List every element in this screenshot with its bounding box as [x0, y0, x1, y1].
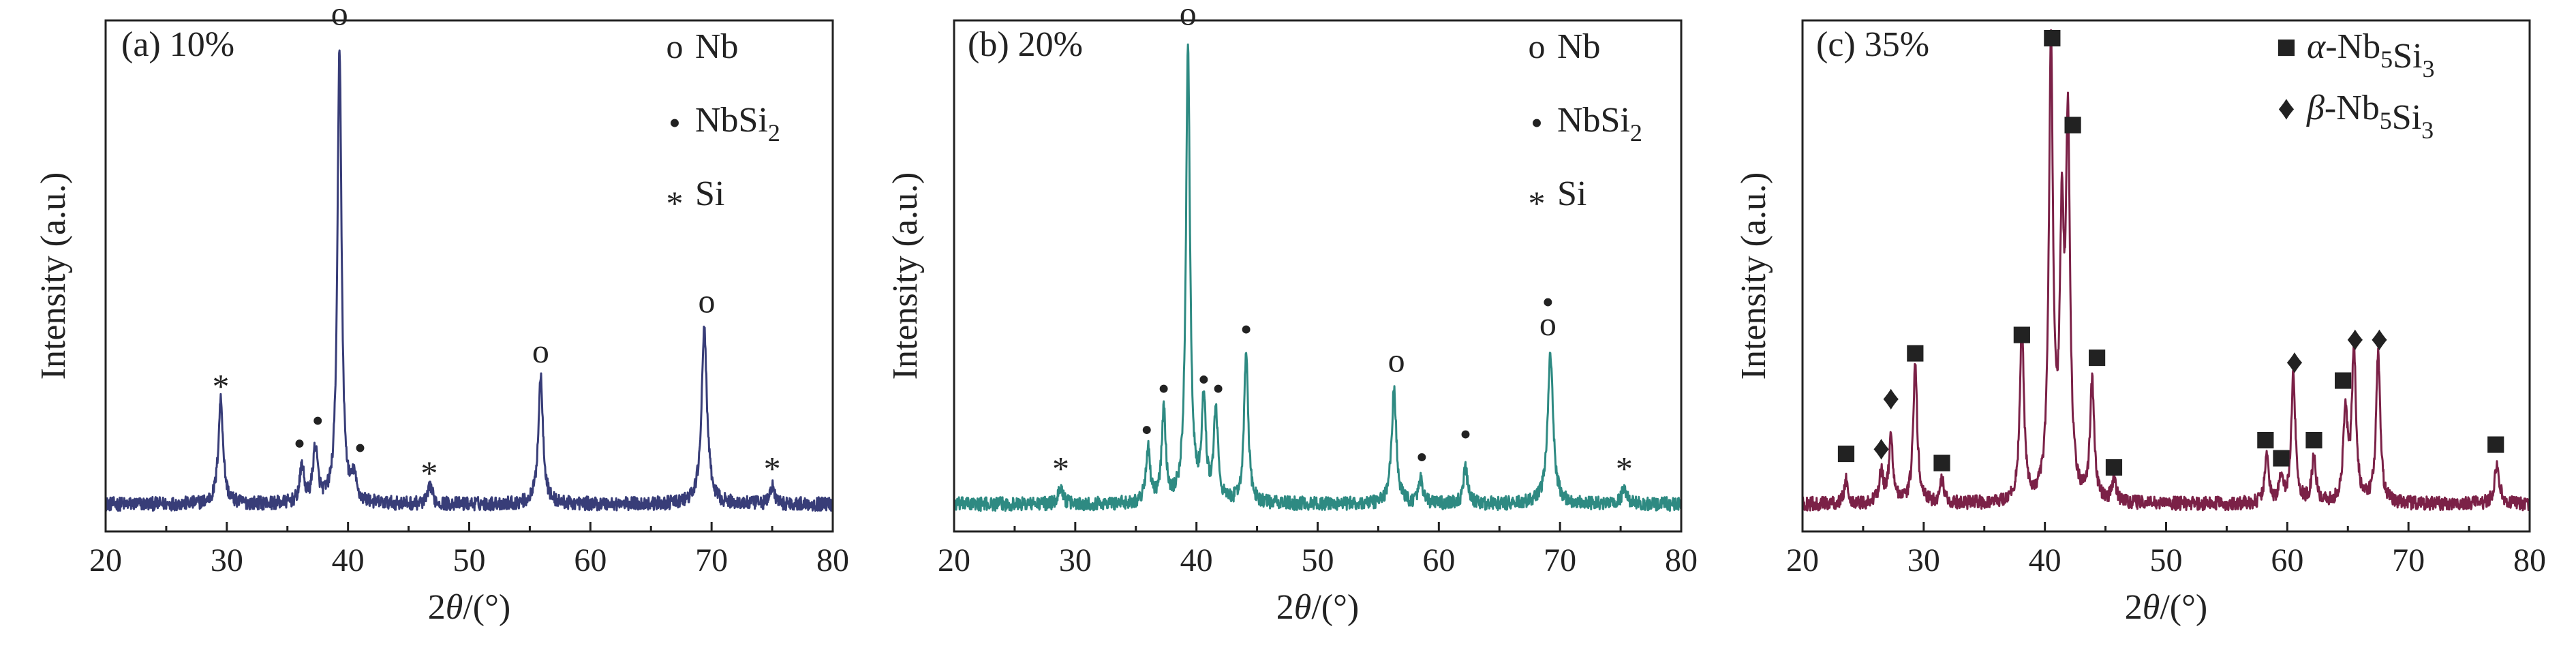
x-tick-label: 40	[332, 542, 365, 578]
x-tick-label: 80	[2513, 542, 2546, 578]
peak-marker: ■	[2104, 447, 2124, 485]
peak-marker: o	[1539, 305, 1557, 343]
x-tick-label: 20	[89, 542, 122, 578]
peak-marker: o	[699, 282, 716, 320]
x-tick-label: 30	[1059, 542, 1092, 578]
legend-label: α-Nb5Si3	[2307, 27, 2435, 82]
y-axis-label: Intensity (a.u.)	[886, 172, 925, 380]
panel-2: 20 30 40 50 60 70 80 2θ/(°) Intensity (a.u.) (b) …	[886, 0, 1698, 627]
x-tick-label: 80	[816, 542, 849, 578]
y-axis-label: Intensity (a.u.)	[1734, 172, 1773, 380]
peak-marker: o	[532, 332, 549, 370]
legend-label: β-Nb5Si3	[2306, 89, 2434, 144]
peak-marker: *	[764, 449, 781, 487]
peak-marker: o	[1388, 341, 1405, 380]
legend: ■ α-Nb5Si3 ♦ β-Nb5Si3	[2276, 27, 2435, 144]
x-tick-label: 20	[938, 542, 970, 578]
x-tick-label: 30	[1907, 542, 1940, 578]
x-tick-label: 70	[2392, 542, 2425, 578]
panel-3: 20 30 40 50 60 70 80 2θ/(°) Intensity (a.u.) (c) …	[1734, 18, 2546, 627]
x-axis-label: 2θ/(°)	[2125, 588, 2207, 627]
x-tick-label: 50	[1302, 542, 1334, 578]
panel-label: (c) 35%	[1816, 25, 1929, 64]
x-axis-label: 2θ/(°)	[1276, 588, 1359, 627]
legend-symbol: •	[669, 104, 681, 142]
legend-symbol: ■	[2276, 27, 2297, 65]
x-tick-label: 80	[1665, 542, 1698, 578]
x-tick-label: 60	[574, 542, 607, 578]
y-axis-label: Intensity (a.u.)	[34, 172, 73, 380]
peak-marker: *	[420, 454, 438, 492]
peak-marker: •	[1542, 283, 1554, 321]
peak-marker: ♦	[1873, 429, 1890, 467]
x-tick-label: 70	[695, 542, 728, 578]
x-tick-label: 60	[1422, 542, 1455, 578]
legend-symbol: o	[666, 27, 684, 65]
xrd-trace	[1801, 29, 2531, 512]
x-tick-label: 30	[211, 542, 243, 578]
panel-1: 20 30 40 50 60 70 80 2θ/(°) Intensity (a.u.) (a) …	[34, 0, 849, 627]
peak-marker: *	[1052, 449, 1069, 487]
xrd-trace	[105, 49, 834, 512]
peak-marker: •	[1158, 369, 1170, 407]
legend-symbol: o	[1529, 27, 1546, 65]
peak-marker: •	[311, 401, 324, 439]
legend-label: NbSi2	[695, 101, 780, 146]
peak-marker: ■	[2062, 105, 2083, 143]
xrd-trace	[953, 43, 1683, 512]
panel-label: (b) 20%	[968, 25, 1083, 64]
peak-marker: ■	[2303, 420, 2324, 458]
x-tick-label: 50	[453, 542, 486, 578]
peak-marker: ■	[2485, 424, 2506, 463]
peak-marker: ■	[1836, 433, 1856, 471]
x-tick-label: 60	[2271, 542, 2303, 578]
peak-marker: •	[1460, 415, 1472, 453]
peak-marker: •	[294, 424, 306, 463]
peak-marker: ■	[2271, 438, 2291, 476]
x-tick-label: 50	[2150, 542, 2183, 578]
peak-marker: ♦	[2346, 319, 2364, 357]
legend: o Nb • NbSi2 * Si	[666, 27, 780, 222]
panel-label: (a) 10%	[121, 25, 234, 64]
peak-marker: •	[354, 429, 367, 467]
peak-marker: ■	[2042, 18, 2062, 56]
legend-label: Si	[695, 174, 724, 213]
x-tick-label: 40	[1180, 542, 1213, 578]
legend: o Nb • NbSi2 * Si	[1529, 27, 1642, 222]
axes-frame	[104, 19, 834, 533]
x-tick-label: 20	[1786, 542, 1819, 578]
legend-label: NbSi2	[1557, 101, 1642, 146]
peak-marker: ♦	[2371, 319, 2389, 357]
peak-marker: ■	[2087, 337, 2107, 375]
peak-marker: ■	[2333, 360, 2353, 399]
peak-marker: •	[1416, 438, 1428, 476]
peak-marker: ■	[2012, 315, 2032, 353]
peak-marker: •	[1141, 410, 1153, 448]
peak-marker: ♦	[2286, 342, 2303, 380]
peak-marker: ■	[2255, 420, 2275, 458]
peak-marker: *	[1616, 449, 1633, 487]
peak-marker: •	[1212, 369, 1225, 407]
peak-marker: •	[1198, 360, 1210, 399]
peak-marker: ■	[1931, 442, 1952, 480]
peak-marker: ♦	[1882, 379, 1900, 417]
legend-symbol: *	[666, 184, 684, 222]
legend-label: Nb	[1557, 27, 1601, 66]
legend-label: Si	[1557, 174, 1586, 213]
peak-marker: o	[331, 0, 348, 32]
peak-marker: ■	[1905, 333, 1925, 371]
x-tick-label: 40	[2029, 542, 2061, 578]
legend-label: Nb	[695, 27, 739, 66]
peak-marker: o	[1180, 0, 1197, 32]
x-axis-label: 2θ/(°)	[428, 588, 510, 627]
peak-marker: *	[212, 367, 229, 405]
legend-symbol: •	[1531, 104, 1543, 142]
peak-marker: •	[1240, 310, 1253, 348]
legend-symbol: *	[1529, 184, 1546, 222]
x-tick-label: 70	[1544, 542, 1576, 578]
legend-symbol: ♦	[2278, 89, 2295, 127]
